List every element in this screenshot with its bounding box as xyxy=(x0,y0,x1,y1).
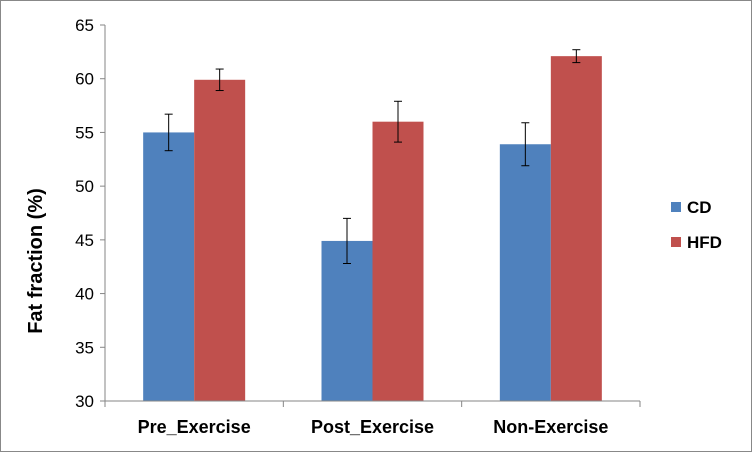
legend: CD HFD xyxy=(671,198,722,252)
x-category-label-post-exercise: Post_Exercise xyxy=(311,417,434,437)
legend-swatch-cd xyxy=(671,202,681,212)
y-tick-label-55: 55 xyxy=(75,123,94,142)
bars-layer xyxy=(143,56,602,401)
y-tick-label-30: 30 xyxy=(75,392,94,411)
y-axis-title: Fat fraction (%) xyxy=(25,188,47,334)
y-tick-label-40: 40 xyxy=(75,285,94,304)
x-category-label-non-exercise: Non-Exercise xyxy=(493,417,608,437)
bar-hfd-pre-exercise xyxy=(194,79,246,401)
y-tick-label-35: 35 xyxy=(75,338,94,357)
x-category-label-pre-exercise: Pre_Exercise xyxy=(138,417,251,437)
bar-cd-pre-exercise xyxy=(143,132,195,401)
bar-hfd-post-exercise xyxy=(372,121,424,401)
x-category-labels: Pre_Exercise Post_Exercise Non-Exercise xyxy=(138,417,609,437)
bar-hfd-non-exercise xyxy=(550,56,602,401)
bar-cd-post-exercise xyxy=(321,240,373,401)
y-tick-label-65: 65 xyxy=(75,16,94,35)
y-tick-labels: 30 35 40 45 50 55 60 65 xyxy=(75,16,94,411)
legend-label-cd: CD xyxy=(687,198,712,217)
bar-cd-non-exercise xyxy=(499,144,551,401)
y-tick-label-60: 60 xyxy=(75,70,94,89)
legend-swatch-hfd xyxy=(671,237,681,247)
y-tick-label-45: 45 xyxy=(75,231,94,250)
axes-layer xyxy=(100,24,641,407)
legend-label-hfd: HFD xyxy=(687,233,722,252)
error-bars-layer xyxy=(164,49,581,264)
y-tick-label-50: 50 xyxy=(75,177,94,196)
